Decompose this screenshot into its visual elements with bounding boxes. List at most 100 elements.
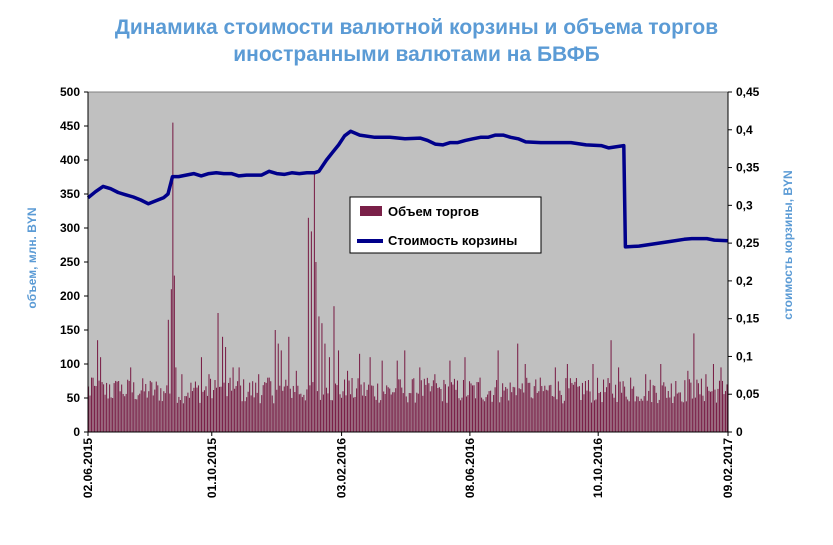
volume-bar — [209, 378, 212, 432]
volume-bar — [497, 350, 499, 432]
volume-bar — [342, 391, 344, 432]
volume-bar — [618, 367, 620, 432]
volume-bar — [717, 388, 719, 432]
volume-bar — [681, 401, 683, 432]
volume-bar — [595, 399, 597, 432]
volume-bar — [330, 400, 332, 432]
volume-bar — [660, 364, 662, 432]
volume-bar — [413, 378, 415, 432]
volume-bar — [705, 374, 707, 432]
volume-bar — [402, 393, 404, 432]
volume-bar — [673, 396, 675, 432]
volume-bar — [619, 381, 621, 432]
volume-bar — [631, 388, 633, 432]
volume-bar — [247, 391, 249, 432]
volume-bar — [655, 392, 657, 432]
volume-bar — [158, 400, 160, 432]
volume-bar — [288, 336, 290, 432]
legend-label-volume: Объем торгов — [388, 204, 479, 219]
volume-bar — [301, 397, 303, 432]
volume-bar — [714, 389, 716, 432]
volume-bar — [110, 397, 112, 432]
volume-bar — [514, 387, 516, 432]
volume-bar — [181, 374, 183, 432]
volume-bar — [449, 360, 451, 432]
volume-bar — [94, 385, 96, 432]
x-tick-label: 01.10.2015 — [205, 438, 219, 498]
volume-bar — [461, 397, 463, 432]
volume-bar — [220, 386, 222, 432]
volume-bar — [712, 364, 714, 432]
volume-bar — [134, 398, 136, 432]
volume-bar — [351, 378, 353, 432]
volume-bar — [420, 380, 422, 432]
volume-bar — [268, 377, 270, 432]
volume-bar — [450, 382, 452, 432]
volume-bar — [125, 393, 127, 432]
volume-bar — [97, 340, 99, 432]
volume-bar — [216, 387, 218, 432]
volume-bar — [387, 387, 389, 432]
volume-bar — [569, 378, 571, 432]
volume-bar — [613, 397, 615, 432]
volume-bar — [472, 385, 474, 432]
volume-bar — [416, 392, 418, 432]
volume-bar — [225, 347, 227, 432]
volume-bar — [315, 262, 317, 432]
volume-bars — [88, 122, 728, 432]
volume-bar — [482, 399, 484, 432]
volume-bar — [350, 394, 352, 432]
volume-bar — [271, 395, 273, 432]
volume-bar — [244, 401, 246, 432]
volume-bar — [193, 387, 195, 432]
volume-bar — [386, 385, 388, 432]
volume-bar — [395, 388, 397, 432]
volume-bar — [289, 388, 291, 432]
volume-bar — [360, 384, 362, 432]
volume-bar — [609, 383, 611, 432]
volume-bar — [565, 378, 567, 432]
volume-bar — [119, 391, 121, 432]
legend-label-basket: Стоимость корзины — [388, 233, 517, 248]
volume-bar — [634, 401, 636, 432]
volume-bar — [393, 392, 395, 432]
volume-bar — [682, 402, 684, 432]
basket-line — [86, 129, 729, 249]
volume-bar — [101, 382, 103, 432]
volume-bar — [554, 367, 556, 432]
volume-bar — [568, 388, 570, 432]
volume-bar — [435, 383, 437, 432]
volume-bar — [184, 396, 186, 432]
volume-bar — [536, 392, 538, 432]
volume-bar — [533, 386, 535, 432]
volume-bar — [253, 397, 255, 432]
volume-bar — [687, 370, 689, 432]
volume-bar — [383, 391, 385, 432]
volume-bar — [592, 364, 594, 432]
volume-bar — [456, 380, 458, 432]
y-right-tick-label: 0,25 — [736, 236, 760, 250]
volume-bar — [511, 392, 513, 432]
volume-bar — [178, 396, 180, 432]
volume-bar — [306, 389, 308, 432]
volume-bar — [322, 394, 324, 432]
volume-bar — [231, 390, 233, 432]
volume-bar — [206, 395, 209, 432]
volume-bar — [583, 394, 585, 432]
volume-bar — [199, 402, 201, 432]
volume-bar — [261, 395, 263, 432]
volume-bar — [347, 370, 349, 432]
volume-bar — [468, 381, 471, 432]
volume-bar — [169, 393, 171, 432]
chart-title-line-2: иностранными валютами на БВФБ — [233, 43, 600, 66]
volume-bar — [214, 380, 216, 432]
volume-bar — [267, 377, 269, 432]
volume-bar — [493, 395, 495, 432]
volume-bar — [475, 398, 477, 432]
volume-bar — [444, 384, 446, 432]
volume-bar — [392, 392, 394, 432]
volume-bar — [465, 396, 468, 432]
volume-bar — [547, 390, 549, 432]
volume-bar — [502, 383, 504, 432]
volume-bar — [91, 377, 93, 432]
